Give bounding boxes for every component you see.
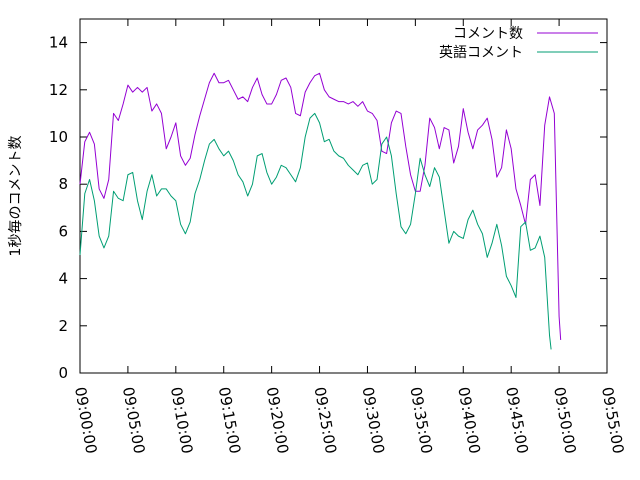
plot-border	[79, 18, 608, 374]
y-tick-label: 6	[58, 222, 68, 240]
y-tick-label: 12	[49, 81, 68, 99]
y-tick-label: 0	[58, 364, 68, 382]
x-tick-label: 09:25:00	[311, 386, 340, 455]
x-tick-label: 09:45:00	[502, 386, 531, 455]
x-axis: 09:00:00 09:05:00 09:10:00 09:15:00 09:20:00…	[71, 19, 627, 455]
x-tick-label: 09:55:00	[598, 386, 627, 455]
y-axis: 0 2 4 6 8 10 12 14	[49, 34, 607, 382]
y-tick-label: 14	[49, 34, 68, 52]
x-tick-label: 09:20:00	[263, 386, 292, 455]
x-tick-label: 09:05:00	[119, 386, 148, 455]
x-tick-label: 09:35:00	[406, 386, 435, 455]
plot-frame	[79, 18, 608, 374]
x-tick-label: 09:15:00	[215, 386, 244, 455]
y-tick-label: 2	[58, 317, 68, 335]
y-axis-label: 1秒毎のコメント数	[8, 136, 24, 257]
x-tick-label: 09:30:00	[359, 386, 388, 455]
y-tick-label: 8	[58, 175, 68, 193]
series-layer	[79, 72, 562, 350]
y-tick-label: 4	[58, 270, 68, 288]
x-tick-label: 09:40:00	[454, 386, 483, 455]
series-line-0	[79, 72, 562, 340]
legend-label-1: 英語コメント	[439, 44, 523, 61]
series-line-1	[79, 112, 552, 350]
x-tick-label: 09:00:00	[71, 386, 100, 455]
x-tick-label: 09:10:00	[167, 386, 196, 455]
legend-label-0: コメント数	[453, 26, 523, 42]
y-tick-label: 10	[49, 128, 68, 146]
x-tick-label: 09:50:00	[550, 386, 579, 455]
